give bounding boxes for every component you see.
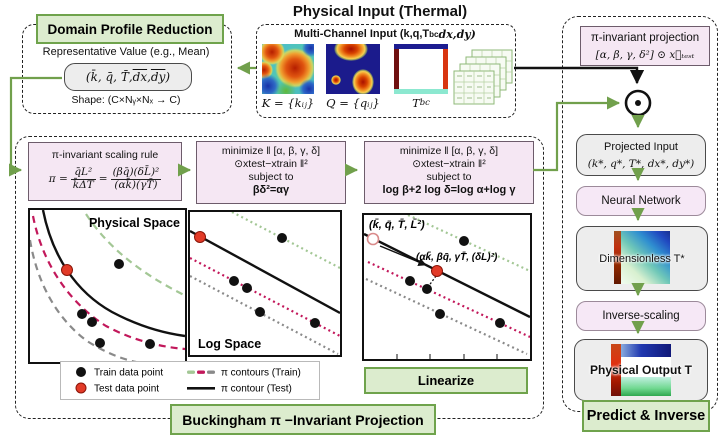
train-tuple-annotation: (k̄, q̄, T̄, L̄²) [369,219,425,231]
scaling-den2: (αk̄)(γT̄) [114,178,158,191]
legend-train-dot [76,367,86,377]
predict-inverse-label: Predict & Inverse [582,400,710,432]
min1-line3: subject to [248,171,294,183]
inverse-scaling-box: Inverse-scaling [576,301,706,331]
min2-line2: ⊙xtest−xtrain ‖² [412,158,486,170]
physical-output-label: Physical Output T [589,363,692,377]
min2-line3: subject to [426,171,472,183]
scaled-tuple-annotation: (αk̄, βq̄, γT̄, (δL)²) [416,251,498,263]
tbc-label-main: T [412,96,420,110]
rep-value-post: ) [165,70,171,84]
domain-profile-reduction-title: Domain Profile Reduction [36,14,224,44]
shape-label: Shape: (C×Nᵧ×Nₓ → C) [71,94,181,106]
legend-contour-test-label: π contour (Test) [221,384,292,395]
minimize-box-1: minimize ‖ [α, β, γ, δ] ⊙xtest−xtrain ‖²… [196,141,346,204]
scaling-den1: k̄ΔT [72,178,94,191]
scaling-rule-box: π-invariant scaling rule π = q̄L² k̄ΔT = … [28,142,182,201]
dimensionless-box: Dimensionless T* [576,226,708,291]
physical-space-plot: Physical Space [28,208,187,364]
legend-train-contours-sample [187,370,215,374]
linearize-label: Linearize [364,367,528,394]
q-label: Q = {qᵢⱼ} [326,96,380,110]
page-title: Physical Input (Thermal) [292,2,468,20]
legend-contours-train-label: π contours (Train) [221,368,301,379]
physical-space-label: Physical Space [89,216,180,230]
channel-stack-icon [453,49,513,105]
dimensionless-image [614,231,670,284]
min2-constraint: log β+2 log δ=log α+log γ [382,184,516,196]
log-space-plot: Log Space [188,210,342,357]
q-heatmap-image [326,44,380,94]
mc-title-pre: Multi-Channel Input (k,q,T [294,28,430,40]
projected-input-title: Projected Input [604,140,678,153]
log-space-label: Log Space [198,337,261,351]
min2-line1: minimize ‖ [α, β, γ, δ] [399,145,499,157]
scaling-lhs: π = [48,173,68,185]
k-heatmap-image [262,44,314,94]
buckingham-footer-label: Buckingham π −Invariant Projection [170,404,436,435]
legend-train-label: Train data point [94,368,163,379]
rep-value-dx: dx [132,70,148,84]
minimize-box-2: minimize ‖ [α, β, γ, δ] ⊙xtest−xtrain ‖²… [364,141,534,204]
min1-line2: ⊙xtest−xtrain ‖² [234,158,308,170]
tbc-image [394,44,448,94]
tbc-label-sub: bc [419,98,430,108]
scaling-num1: q̄L² [70,167,96,180]
linearize-plot: (k̄, q̄, T̄, L̄²) (αk̄, βq̄, γT̄, (δL)²) [362,213,532,361]
mc-title-post: dx,dy) [438,27,476,41]
rep-value-dy: dy [150,70,166,84]
legend-test-contour-sample [187,387,215,390]
min1-line1: minimize ‖ [α, β, γ, δ] [221,145,321,157]
mc-title-sub: bc [429,29,439,39]
plot-legend: Train data point Test data point π conto… [60,361,320,400]
legend-test-label: Test data point [94,384,159,395]
legend-test-dot [75,382,87,394]
scaling-rule-title: π-invariant scaling rule [51,149,159,161]
pi-projection-formula: [α, β, γ, δ²] ⊙ x⃗ₜₑₛₜ [595,48,695,61]
k-label: K = {kᵢⱼ} [261,96,315,110]
scaling-eq: = [98,173,108,185]
physical-output-image [611,344,671,396]
rep-value-sep: , [147,70,151,84]
multi-channel-title: Multi-Channel Input (k,q,T bc dx,dy) [258,27,512,41]
pi-projection-box: π-invariant projection [α, β, γ, δ²] ⊙ x… [580,26,710,66]
projected-input-value: (k*, q*, T*, dx*, dy*) [587,157,695,170]
physical-output-box: Physical Output T [574,339,708,401]
scaling-num2: (βq̄)(δL̄)² [110,166,162,180]
scaling-rule-formula: π = q̄L² k̄ΔT = (βq̄)(δL̄)² (αk̄)(γT̄) [29,164,181,194]
rep-value-pre: (k̄, q̄, T̄, [85,70,133,84]
representative-value-box: (k̄, q̄, T̄, dx, dy) [64,63,192,91]
pi-projection-title: π-invariant projection [590,32,700,44]
dimensionless-label: Dimensionless T* [599,252,685,265]
neural-network-box: Neural Network [576,186,706,216]
projected-input-box: Projected Input (k*, q*, T*, dx*, dy*) [576,134,706,176]
representative-value-label: Representative Value (e.g., Mean) [42,46,210,58]
min1-constraint: βδ²=αγ [252,184,290,196]
